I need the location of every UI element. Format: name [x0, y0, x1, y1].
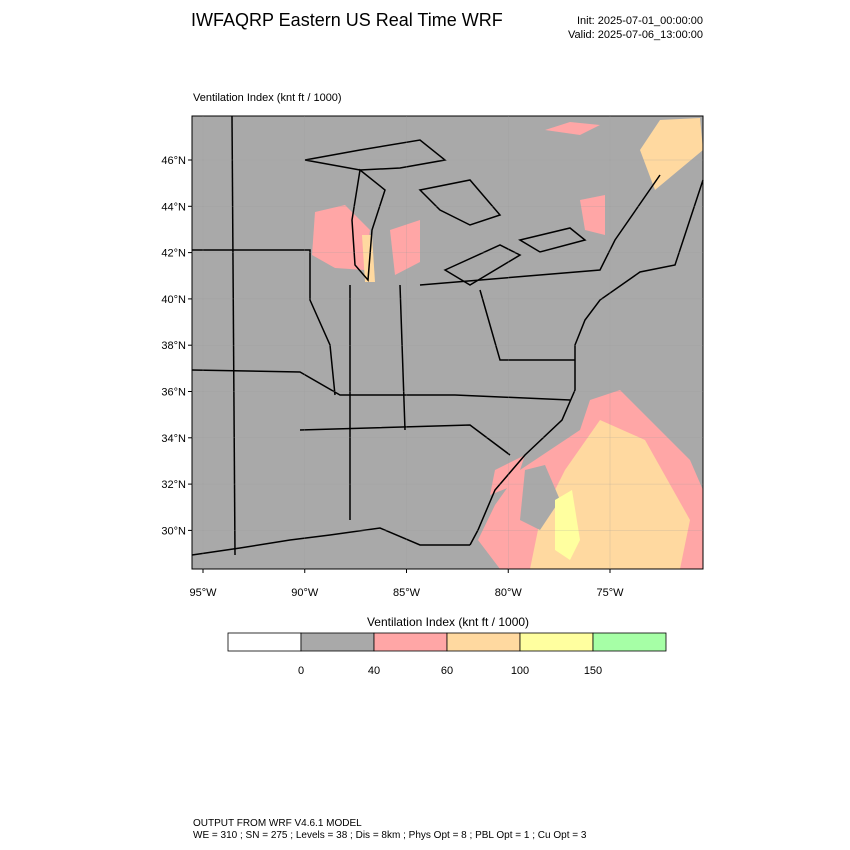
lat-label: 34°N — [161, 433, 186, 445]
colorbar-label: 60 — [441, 665, 453, 677]
lon-label: 75°W — [596, 587, 624, 599]
footer-line: OUTPUT FROM WRF V4.6.1 MODEL — [193, 818, 362, 829]
lake — [351, 168, 386, 282]
lat-label: 40°N — [161, 294, 186, 306]
map-frame — [191, 115, 704, 570]
colorbar-box — [227, 632, 302, 652]
lon-label: 90°W — [291, 587, 319, 599]
shade-pink — [545, 122, 600, 135]
shade-orange — [362, 235, 375, 282]
title: IWFAQRP Eastern US Real Time WRF — [191, 10, 503, 30]
shade-gap — [520, 465, 560, 530]
colorbar-title: Ventilation Index (knt ft / 1000) — [367, 615, 529, 629]
colorbar-box — [373, 632, 448, 652]
lake — [443, 244, 522, 286]
state-line — [299, 424, 511, 456]
state-line — [191, 369, 571, 401]
shade-yellow — [555, 490, 580, 560]
state-line — [479, 289, 575, 361]
colorbar-box — [592, 632, 667, 652]
state-line — [399, 284, 406, 431]
state-line — [231, 115, 236, 556]
lat-label: 42°N — [161, 248, 186, 260]
colorbar-label: 150 — [584, 665, 602, 677]
colorbar-label: 100 — [511, 665, 529, 677]
lat-label: 44°N — [161, 201, 186, 213]
shade-orange — [640, 118, 703, 190]
map-label: Ventilation Index (knt ft / 1000) — [193, 92, 342, 104]
init-time: Init: 2025-07-01_00:00:00 — [577, 15, 703, 27]
shade-pink — [580, 195, 605, 235]
state-line — [192, 249, 336, 396]
footer-line: WE = 310 ; SN = 275 ; Levels = 38 ; Dis … — [193, 830, 587, 841]
coastline — [191, 527, 470, 556]
lat-label: 30°N — [161, 525, 186, 537]
lat-label: 32°N — [161, 479, 186, 491]
lon-label: 85°W — [393, 587, 421, 599]
colorbar-box — [519, 632, 594, 652]
lon-label: 80°W — [495, 587, 523, 599]
shade-pink — [390, 220, 420, 275]
lake — [518, 227, 587, 253]
lat-label: 36°N — [161, 387, 186, 399]
state-line — [419, 174, 661, 286]
shade-pink — [312, 205, 370, 270]
colorbar-label: 0 — [298, 665, 304, 677]
lake — [418, 179, 502, 226]
colorbar-box — [446, 632, 521, 652]
valid-time: Valid: 2025-07-06_13:00:00 — [568, 29, 703, 41]
lat-label: 38°N — [161, 340, 186, 352]
lat-label: 46°N — [161, 155, 186, 167]
map — [191, 115, 704, 570]
colorbar-box — [300, 632, 375, 652]
colorbar-label: 40 — [368, 665, 380, 677]
coastline — [469, 179, 704, 546]
lon-label: 95°W — [189, 587, 217, 599]
